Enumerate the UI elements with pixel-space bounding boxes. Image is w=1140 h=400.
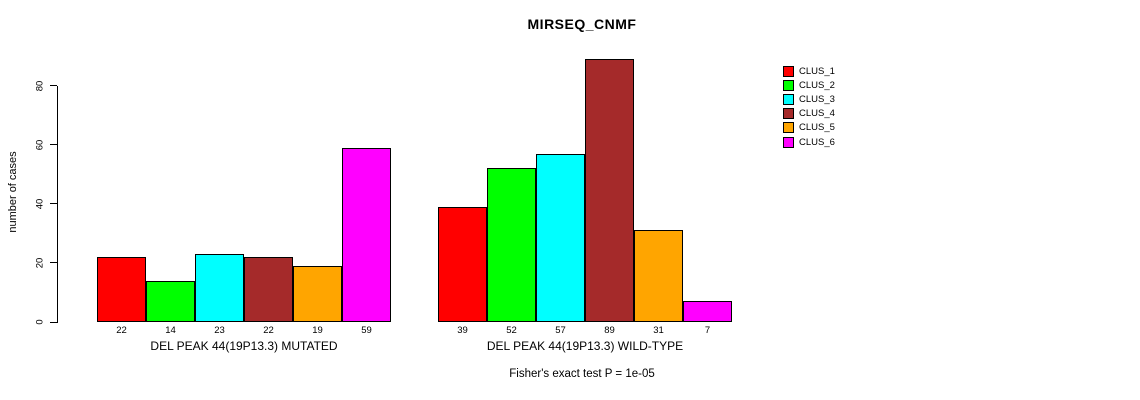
y-tick-label: 0	[34, 319, 46, 325]
bar-value-label: 23	[214, 325, 225, 336]
bar-clus_3-group1	[195, 254, 244, 322]
y-tick-mark	[50, 85, 57, 87]
legend-swatch-icon	[783, 136, 794, 148]
bar-clus_5-group2	[634, 230, 683, 322]
legend-row: CLUS_6	[783, 135, 835, 149]
bar-clus_2-group2	[487, 168, 536, 322]
bar-value-label: 52	[506, 325, 517, 336]
y-tick-mark	[50, 203, 57, 205]
bar-clus_4-group1	[244, 256, 293, 322]
legend: CLUS_1 CLUS_2 CLUS_3 CLUS_4 CLUS_5 CLUS_6	[783, 64, 835, 149]
bar-clus_5-group1	[293, 265, 342, 322]
bar-value-label: 19	[312, 325, 323, 336]
y-tick-label: 80	[34, 80, 46, 91]
legend-swatch-icon	[783, 65, 794, 77]
legend-row: CLUS_3	[783, 92, 835, 106]
y-axis-line	[57, 86, 58, 323]
y-tick-label: 20	[34, 257, 46, 269]
legend-row: CLUS_1	[783, 64, 835, 78]
legend-label: CLUS_4	[799, 108, 835, 120]
legend-row: CLUS_5	[783, 121, 835, 135]
bar-clus_6-group1	[342, 147, 391, 322]
bar-clus_6-group2	[683, 301, 732, 322]
bar-clus_4-group2	[585, 59, 634, 322]
bar-value-label: 22	[263, 325, 274, 336]
group-label: DEL PEAK 44(19P13.3) MUTATED	[150, 339, 338, 353]
legend-label: CLUS_2	[799, 79, 835, 91]
legend-label: CLUS_5	[799, 122, 835, 134]
bar-clus_3-group2	[536, 153, 585, 322]
bar-clus_1-group1	[97, 256, 146, 322]
bar-value-label: 14	[165, 325, 176, 336]
legend-label: CLUS_6	[799, 136, 835, 148]
bar-value-label: 57	[555, 325, 566, 336]
bar-value-label: 89	[604, 325, 615, 336]
annotation-text: Fisher's exact test P = 1e-05	[509, 368, 655, 380]
legend-swatch-icon	[783, 108, 794, 120]
legend-swatch-icon	[783, 79, 794, 91]
bar-value-label: 7	[704, 325, 711, 336]
group-label: DEL PEAK 44(19P13.3) WILD-TYPE	[486, 339, 684, 353]
chart-title: MIRSEQ_CNMF	[527, 16, 637, 32]
y-tick-label: 40	[34, 198, 46, 210]
legend-label: CLUS_1	[799, 65, 835, 77]
y-axis-label: number of cases	[7, 151, 19, 233]
bar-value-label: 39	[457, 325, 468, 336]
legend-label: CLUS_3	[799, 93, 835, 105]
y-tick-label: 60	[34, 139, 46, 150]
y-tick-mark	[50, 262, 57, 264]
bar-value-label: 31	[653, 325, 664, 336]
legend-swatch-icon	[783, 93, 794, 105]
legend-row: CLUS_4	[783, 107, 835, 121]
y-tick-mark	[50, 144, 57, 146]
legend-row: CLUS_2	[783, 78, 835, 92]
y-tick-mark	[50, 321, 57, 323]
bar-value-label: 59	[361, 325, 372, 336]
legend-swatch-icon	[783, 122, 794, 134]
bar-clus_1-group2	[438, 206, 487, 322]
bar-clus_2-group1	[146, 280, 195, 322]
bar-value-label: 22	[116, 325, 127, 336]
